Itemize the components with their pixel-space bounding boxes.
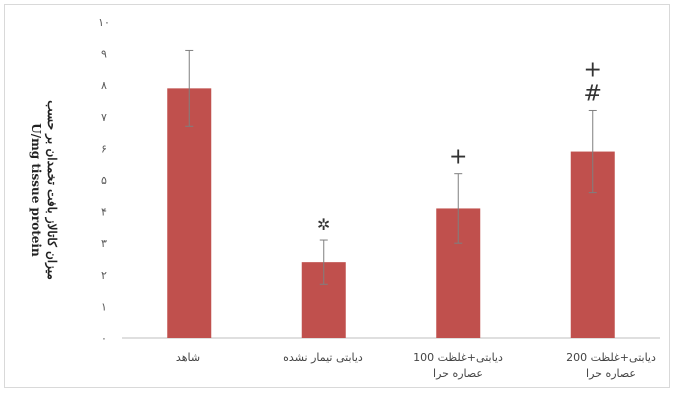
significance-mark: + xyxy=(584,57,602,82)
significance-mark: ✲ xyxy=(317,215,330,234)
y-tick-label: ۸ xyxy=(101,79,107,92)
y-tick-label: ۹ xyxy=(101,48,107,61)
category-label-diabetic-200: دیابتی+غلظت 200 عصاره حرا xyxy=(566,351,656,380)
significance-mark: + xyxy=(449,145,467,170)
y-axis-label: میزان کاتالاز بافت تخمدان بر حسب U/mg ti… xyxy=(14,40,74,340)
significance-mark: # xyxy=(584,81,602,106)
y-tick-label: ۵ xyxy=(101,174,107,187)
y-tick-label: ۳ xyxy=(101,237,107,250)
bar xyxy=(167,88,212,338)
y-axis-label-line2: U/mg tissue protein xyxy=(29,123,43,257)
category-label-diabetic-100: دیابتی+غلظت 100 عصاره حرا xyxy=(413,351,503,380)
category-label-control: شاهد xyxy=(175,351,201,364)
category-label-untreated-diabetic: دیابتی تیمار نشده xyxy=(283,351,363,364)
y-tick-label: ۱ xyxy=(101,300,107,313)
y-tick-label: ۰ xyxy=(101,332,107,345)
y-tick-label: ۴ xyxy=(101,206,107,219)
y-tick-label: ۷ xyxy=(101,111,107,124)
y-tick-label: ۲ xyxy=(101,269,107,282)
y-tick-label: ۱۰ xyxy=(98,16,110,29)
y-axis-label-line1: میزان کاتالاز بافت تخمدان بر حسب xyxy=(45,100,59,280)
y-tick-label: ۶ xyxy=(101,142,107,155)
